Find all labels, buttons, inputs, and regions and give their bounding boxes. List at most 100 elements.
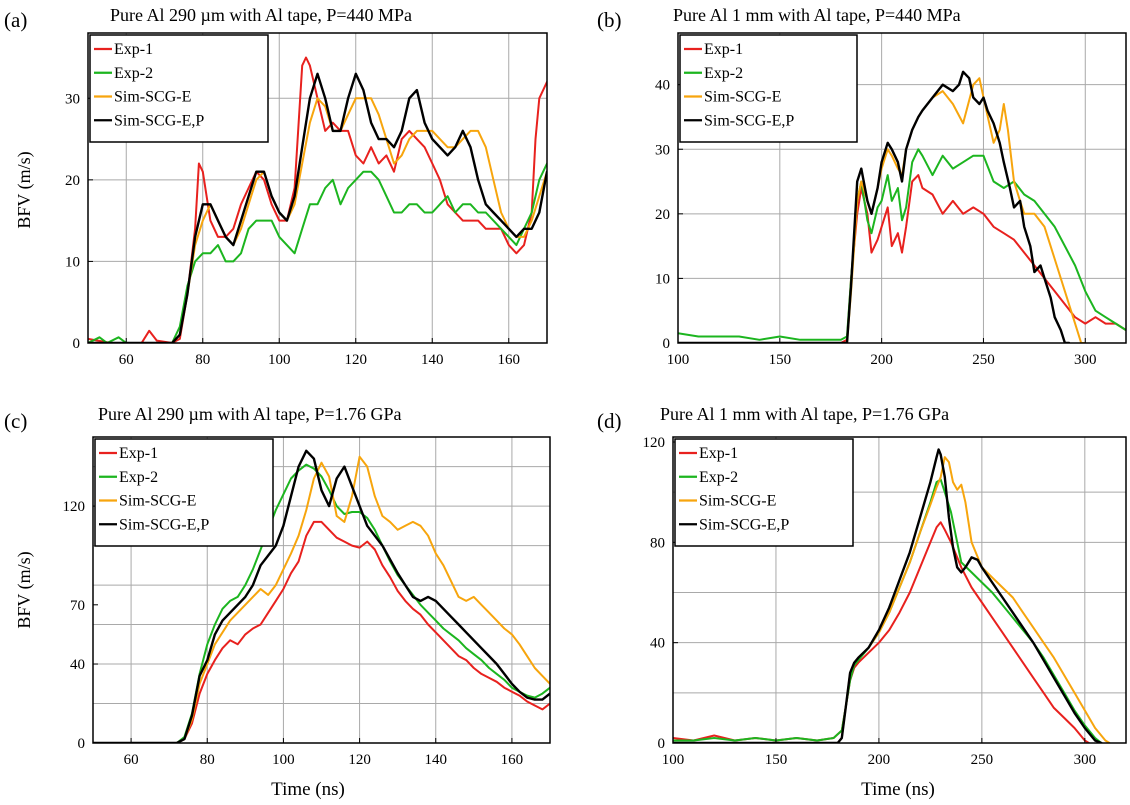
x-axis-label: Time (ns) — [271, 779, 345, 800]
chart-panel-b: (b) Pure Al 1 mm with Al tape, P=440 MPa… — [597, 5, 1127, 368]
panel-label: (d) — [597, 409, 622, 433]
x-tick-label: 300 — [1074, 352, 1097, 368]
series-line-sim-scg-e-p — [93, 449, 550, 743]
x-tick-label: 160 — [501, 752, 524, 768]
x-tick-label: 250 — [972, 352, 995, 368]
x-tick-label: 150 — [765, 752, 788, 768]
series-line-exp-2 — [88, 162, 547, 343]
plot-frame — [672, 436, 1127, 744]
panel-label: (c) — [4, 409, 27, 433]
y-tick-label: 80 — [650, 535, 665, 551]
legend-label-sim-scg-e: Sim-SCG-E — [704, 89, 781, 106]
series-group — [678, 70, 1126, 343]
series-line-exp-1 — [88, 56, 547, 343]
x-axis-label: Time (ns) — [861, 779, 935, 800]
x-tick-label: 200 — [868, 752, 891, 768]
plot-frame — [87, 32, 548, 344]
x-tick-label: 60 — [119, 352, 134, 368]
y-tick-label: 30 — [65, 91, 80, 107]
legend: Exp-1 Exp-2 Sim-SCG-E Sim-SCG-E,P — [674, 438, 854, 547]
legend-label-exp-1: Exp-1 — [119, 445, 158, 462]
legend-label-sim-scg-e-p: Sim-SCG-E,P — [704, 112, 794, 129]
plot-area: 100 150 200 250 300 0 10 20 30 40 Exp-1 Exp-2 Sim-SC… — [655, 32, 1127, 368]
x-tick-label: 150 — [769, 352, 792, 368]
x-tick-label: 140 — [425, 752, 448, 768]
series-line-sim-scg-e-p — [673, 448, 1103, 743]
series-line-exp-2 — [678, 148, 1126, 341]
y-tick-label: 40 — [70, 657, 85, 673]
x-tick-label: 120 — [348, 752, 371, 768]
plot-area: 60 80 100 120 140 160 0 10 20 30 Exp-1 Exp-2 Sim-SCG… — [65, 32, 548, 368]
y-tick-label: 70 — [70, 598, 85, 614]
legend-label-sim-scg-e: Sim-SCG-E — [119, 493, 196, 510]
x-tick-label: 300 — [1074, 752, 1097, 768]
x-tick-label: 80 — [195, 352, 210, 368]
x-tick-label: 80 — [200, 752, 215, 768]
y-tick-label: 10 — [655, 271, 670, 287]
chart-title: Pure Al 1 mm with Al tape, P=1.76 GPa — [660, 404, 949, 424]
chart-title: Pure Al 290 µm with Al tape, P=1.76 GPa — [98, 404, 402, 424]
x-tick-label: 60 — [124, 752, 139, 768]
x-tick-label: 120 — [345, 352, 368, 368]
panel-label: (b) — [597, 8, 622, 32]
legend: Exp-1 Exp-2 Sim-SCG-E Sim-SCG-E,P — [94, 438, 274, 547]
series-line-exp-2 — [93, 463, 550, 743]
series-line-sim-scg-e-p — [88, 72, 547, 343]
x-tick-label: 200 — [870, 352, 893, 368]
y-tick-label: 10 — [65, 254, 80, 270]
y-tick-label: 0 — [663, 336, 671, 352]
y-tick-label: 20 — [655, 207, 670, 223]
x-tick-label: 140 — [421, 352, 444, 368]
chart-title: Pure Al 1 mm with Al tape, P=440 MPa — [673, 5, 961, 25]
chart-panel-a: (a) Pure Al 290 µm with Al tape, P=440 M… — [4, 5, 548, 368]
series-group — [673, 448, 1111, 743]
chart-title: Pure Al 290 µm with Al tape, P=440 MPa — [110, 5, 412, 25]
y-tick-label: 30 — [655, 142, 670, 158]
y-tick-label: 0 — [658, 736, 666, 752]
legend-label-exp-1: Exp-1 — [699, 445, 738, 462]
legend-label-exp-1: Exp-1 — [704, 41, 743, 58]
legend-label-sim-scg-e-p: Sim-SCG-E,P — [114, 112, 204, 129]
y-tick-label: 20 — [65, 173, 80, 189]
legend: Exp-1 Exp-2 Sim-SCG-E Sim-SCG-E,P — [679, 34, 858, 143]
y-axis-label: BFV (m/s) — [14, 151, 35, 228]
plot-frame — [92, 436, 551, 744]
x-tick-label: 160 — [498, 352, 521, 368]
legend-label-exp-2: Exp-2 — [704, 65, 743, 82]
x-tick-label: 100 — [667, 352, 690, 368]
chart-panel-d: (d) Pure Al 1 mm with Al tape, P=1.76 GP… — [597, 404, 1127, 800]
x-tick-label: 100 — [662, 752, 685, 768]
legend-label-exp-2: Exp-2 — [119, 469, 158, 486]
series-group — [88, 56, 547, 343]
y-tick-label: 120 — [643, 435, 666, 451]
x-tick-label: 100 — [272, 752, 295, 768]
y-tick-label: 120 — [63, 499, 86, 515]
series-group — [93, 449, 550, 743]
legend-label-exp-2: Exp-2 — [699, 469, 738, 486]
legend-label-sim-scg-e: Sim-SCG-E — [699, 493, 776, 510]
legend-label-exp-1: Exp-1 — [114, 41, 153, 58]
legend-box — [89, 34, 269, 143]
legend-label-sim-scg-e-p: Sim-SCG-E,P — [119, 516, 209, 533]
y-tick-label: 0 — [73, 336, 81, 352]
legend-label-sim-scg-e: Sim-SCG-E — [114, 89, 191, 106]
x-tick-label: 100 — [268, 352, 291, 368]
x-tick-label: 250 — [971, 752, 994, 768]
series-line-exp-1 — [93, 520, 550, 743]
y-tick-label: 40 — [650, 636, 665, 652]
legend-box — [94, 438, 274, 547]
y-tick-label: 0 — [78, 736, 86, 752]
legend: Exp-1 Exp-2 Sim-SCG-E Sim-SCG-E,P — [89, 34, 269, 143]
series-line-exp-1 — [678, 174, 1126, 343]
series-line-sim-scg-e — [93, 455, 550, 743]
series-line-sim-scg-e-p — [678, 70, 1071, 343]
panel-label: (a) — [4, 8, 27, 32]
plot-area: 60 80 100 120 140 160 0 40 70 120 Exp-1 Exp-2 Sim-SC… — [63, 436, 551, 768]
legend-label-sim-scg-e-p: Sim-SCG-E,P — [699, 516, 789, 533]
plot-frame — [677, 32, 1127, 344]
legend-box — [679, 34, 858, 143]
y-axis-label: BFV (m/s) — [14, 551, 35, 628]
plot-area: 100 150 200 250 300 0 40 80 120 Exp-1 Exp-2 Sim-SCG… — [643, 435, 1127, 768]
legend-box — [674, 438, 854, 547]
